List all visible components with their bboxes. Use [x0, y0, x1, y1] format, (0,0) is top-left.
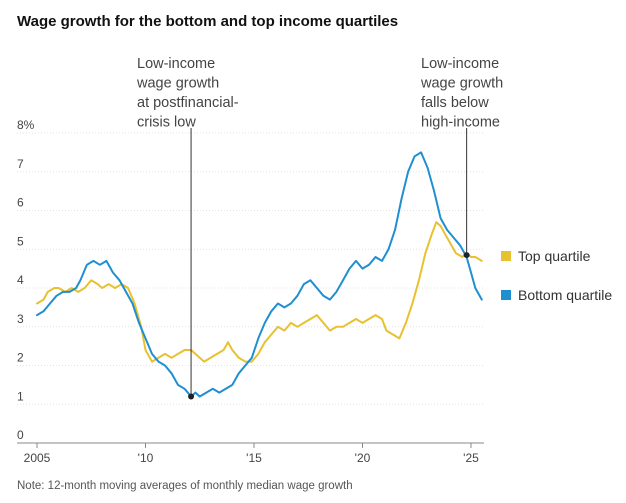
y-tick-label: 0	[17, 428, 24, 442]
annotation-marker	[188, 393, 195, 400]
x-axis-ticks: 2005 '10 '15 '20 '25	[24, 443, 479, 465]
y-tick-label: 2	[17, 351, 24, 365]
y-tick-label: 8%	[17, 118, 35, 132]
legend-swatch	[501, 251, 511, 261]
series-lines	[36, 151, 483, 398]
y-axis-ticks: 0 1 2 3 4 5 6 7 8%	[17, 118, 35, 442]
x-tick-label: '20	[355, 451, 371, 465]
chart-title: Wage growth for the bottom and top incom…	[17, 13, 398, 30]
chart-note: Note: 12-month moving averages of monthl…	[17, 480, 353, 492]
series-line-top-quartile	[36, 221, 483, 363]
annotations: Low-income wage growth at postfinancial-cr…	[136, 56, 503, 400]
annotation-text: Low-income	[421, 56, 499, 72]
annotation-text: high-income	[421, 115, 500, 131]
legend-label: Top quartile	[518, 248, 591, 264]
y-tick-label: 3	[17, 312, 24, 326]
x-tick-label: '10	[138, 451, 154, 465]
legend-label: Bottom quartile	[518, 287, 612, 303]
series-line-bottom-quartile	[36, 151, 483, 398]
legend: Top quartile Bottom quartile	[501, 248, 612, 303]
annotation-text: wage growth	[136, 76, 219, 92]
y-tick-label: 4	[17, 273, 24, 287]
gridlines	[17, 132, 484, 444]
y-tick-label: 1	[17, 389, 24, 403]
annotation-marker	[463, 252, 470, 259]
annotation-text: wage growth	[420, 76, 503, 92]
annotation-text: Low-income	[137, 56, 215, 72]
annotation-text: at postfinancial-	[137, 95, 239, 111]
x-tick-label: '15	[246, 451, 262, 465]
annotation-text: falls below	[421, 95, 489, 111]
x-tick-label: '25	[463, 451, 479, 465]
y-tick-label: 6	[17, 196, 24, 210]
annotation-text: crisis low	[137, 115, 196, 131]
x-tick-label: 2005	[24, 451, 51, 465]
y-tick-label: 7	[17, 157, 24, 171]
y-tick-label: 5	[17, 234, 24, 248]
legend-swatch	[501, 290, 511, 300]
